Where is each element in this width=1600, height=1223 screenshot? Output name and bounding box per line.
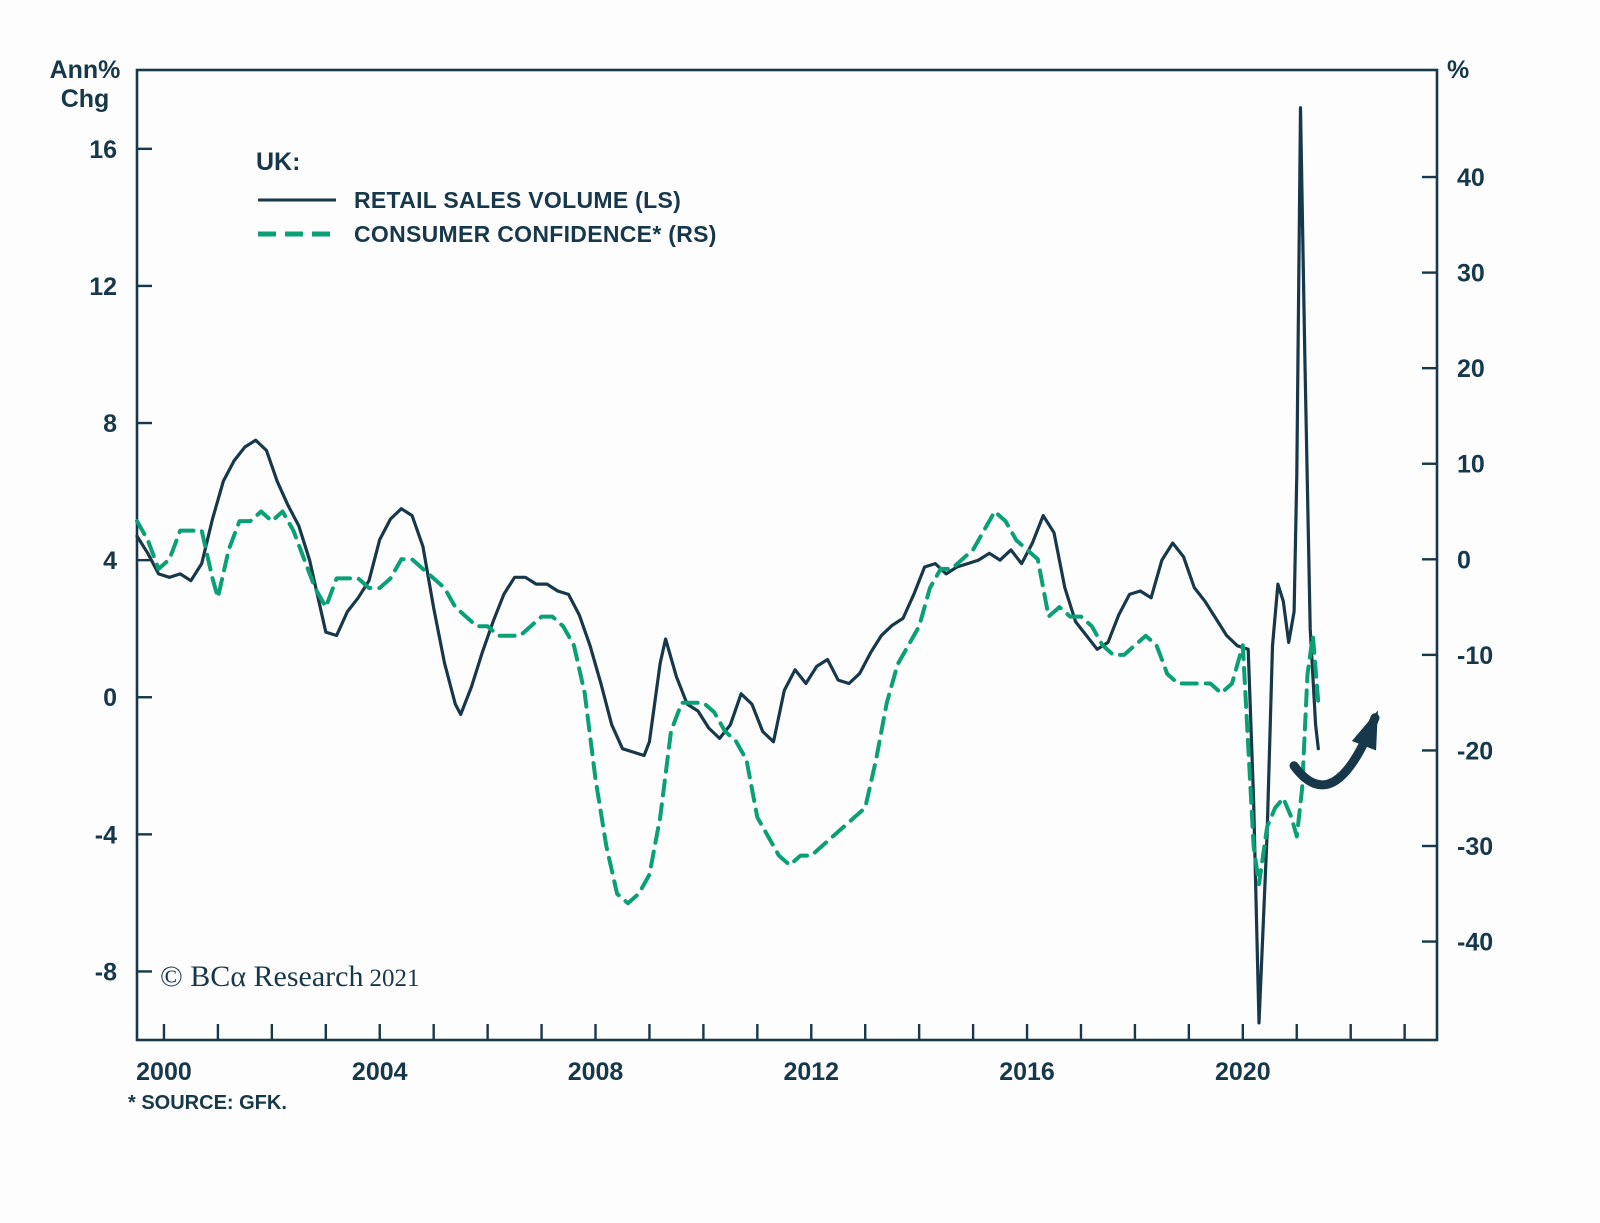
right-axis-title: % <box>1447 56 1470 84</box>
legend-title: UK: <box>256 148 301 176</box>
right-axis-tick-label: 10 <box>1457 451 1485 479</box>
right-axis-tick-label: 30 <box>1457 260 1485 288</box>
left-axis-tick-label: 8 <box>103 410 117 438</box>
legend-entry-retail-sales: RETAIL SALES VOLUME (LS) <box>256 185 717 215</box>
series-line-retail-sales <box>135 106 1320 1025</box>
x-axis-year-label: 2020 <box>1215 1058 1271 1086</box>
source-footnote: * SOURCE: GFK. <box>128 1092 287 1114</box>
left-axis-title: Ann% Chg <box>44 56 126 114</box>
right-axis-tick-label: -40 <box>1457 929 1493 957</box>
x-axis-year-label: 2008 <box>568 1058 624 1086</box>
copyright: © BCα Research 2021 <box>160 960 419 994</box>
right-axis-tick-label: -20 <box>1457 737 1493 765</box>
legend: UK: RETAIL SALES VOLUME (LS) CONSUMER CO… <box>256 148 717 253</box>
right-axis-tick-label: -30 <box>1457 833 1493 861</box>
left-axis-tick-label: 4 <box>103 547 117 575</box>
x-axis-year-label: 2012 <box>783 1058 839 1086</box>
x-axis-year-label: 2004 <box>352 1058 408 1086</box>
legend-label-retail-sales: RETAIL SALES VOLUME (LS) <box>354 186 682 213</box>
left-axis-tick-label: -4 <box>95 821 117 849</box>
legend-label-consumer-confidence: CONSUMER CONFIDENCE* (RS) <box>354 220 717 247</box>
x-axis-year-label: 2000 <box>136 1058 192 1086</box>
left-axis-tick-label: 16 <box>89 136 117 164</box>
right-axis-tick-label: 40 <box>1457 164 1485 192</box>
right-axis-tick-label: -10 <box>1457 642 1493 670</box>
right-axis-tick-label: 20 <box>1457 355 1485 383</box>
right-axis-tick-label: 0 <box>1457 546 1471 574</box>
left-axis-tick-label: 12 <box>89 273 117 301</box>
dashed-line-sample-icon <box>258 231 336 237</box>
left-axis-title-line1: Ann% <box>49 56 121 84</box>
left-axis-tick-label: 0 <box>103 684 117 712</box>
solid-line-sample-icon <box>258 198 336 202</box>
left-axis-title-line2: Chg <box>60 84 110 113</box>
x-axis-year-label: 2016 <box>999 1058 1055 1086</box>
copyright-year: 2021 <box>369 965 420 992</box>
left-axis-tick-label: -8 <box>95 958 117 986</box>
plot-frame <box>135 68 1439 1042</box>
bca-research-logo: © BCα Research <box>160 960 364 993</box>
series-line-consumer-confidence <box>135 509 1321 906</box>
upturn-arrow-head <box>1351 710 1378 751</box>
legend-entry-consumer-confidence: CONSUMER CONFIDENCE* (RS) <box>256 219 717 249</box>
